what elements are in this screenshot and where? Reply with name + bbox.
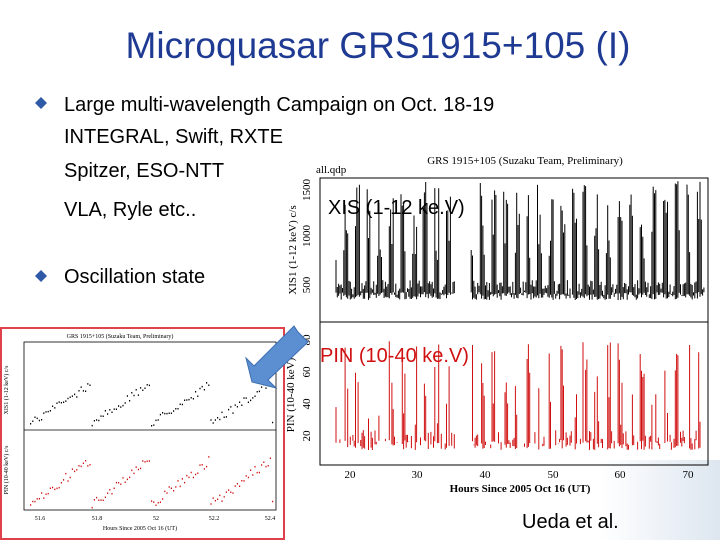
x-tick-label: 52.4 (265, 516, 276, 522)
bullet-icon (35, 270, 47, 282)
file-name: all.qdp (316, 164, 347, 176)
bullet-text: Oscillation state (64, 266, 205, 288)
x-axis-label: Hours Since 2005 Oct 16 (UT) (450, 483, 591, 495)
light-curve (335, 341, 701, 450)
bullet-text: VLA, Ryle etc.. (64, 199, 196, 221)
x-tick-label: 52.2 (209, 516, 220, 522)
y-axis-label: XIS1 (1-12 keV) c/s (287, 205, 299, 295)
light-curve (335, 181, 705, 300)
panel-label: PIN (10-40 ke.V) (320, 345, 469, 367)
bullet-text: Spitzer, ESO-NTT (64, 160, 224, 182)
x-tick-label: 51.8 (92, 516, 103, 522)
plot-title: GRS 1915+105 (Suzaku Team, Preliminary) (427, 155, 623, 167)
main-plot: all.qdp GRS 1915+105 (Suzaku Team, Preli… (285, 155, 709, 495)
inset-title: GRS 1915+105 (Suzaku Team, Preliminary) (67, 333, 174, 340)
x-tick-label: 70 (683, 469, 695, 481)
y-tick-label: 60 (301, 366, 313, 378)
x-axis-label: Hours Since 2005 Oct 16 (UT) (103, 525, 177, 532)
corner-decoration (600, 460, 720, 540)
inset-plot: GRS 1915+105 (Suzaku Team, Preliminary) … (0, 327, 285, 540)
pointer-arrow (245, 325, 309, 389)
y-axis-label: PIN (10-40 keV) c/s (3, 445, 10, 494)
credit: Ueda et al. (522, 511, 619, 533)
x-tick-label: 20 (345, 469, 357, 481)
inset-frame (0, 327, 285, 540)
bullet-icon (35, 97, 47, 109)
y-tick-label: 1500 (301, 179, 313, 202)
x-tick-label: 51.6 (35, 516, 46, 522)
x-tick-label: 50 (548, 469, 560, 481)
y-axis-label: PIN (10-40 keV) (285, 357, 297, 432)
slide-title: Microquasar GRS1915+105 (I) (126, 25, 631, 66)
bullet-text: Large multi-wavelength Campaign on Oct. … (64, 94, 494, 116)
x-tick-label: 30 (412, 469, 424, 481)
y-axis-label: XIS1 (1-12 keV) c/s (3, 365, 10, 414)
light-curve (30, 381, 274, 427)
y-tick-label: 1000 (301, 225, 313, 248)
panel-label: XIS (1-12 ke.V) (328, 197, 465, 219)
x-tick-label: 52 (153, 516, 159, 522)
y-tick-label: 80 (301, 334, 313, 346)
x-tick-label: 60 (615, 469, 627, 481)
x-tick-label: 40 (480, 469, 492, 481)
y-tick-label: 500 (301, 276, 313, 293)
bullet-text: INTEGRAL, Swift, RXTE (64, 126, 283, 148)
inset-axes (23, 341, 277, 511)
light-curve (30, 456, 274, 509)
y-tick-label: 40 (301, 398, 313, 410)
y-tick-label: 20 (301, 430, 313, 442)
